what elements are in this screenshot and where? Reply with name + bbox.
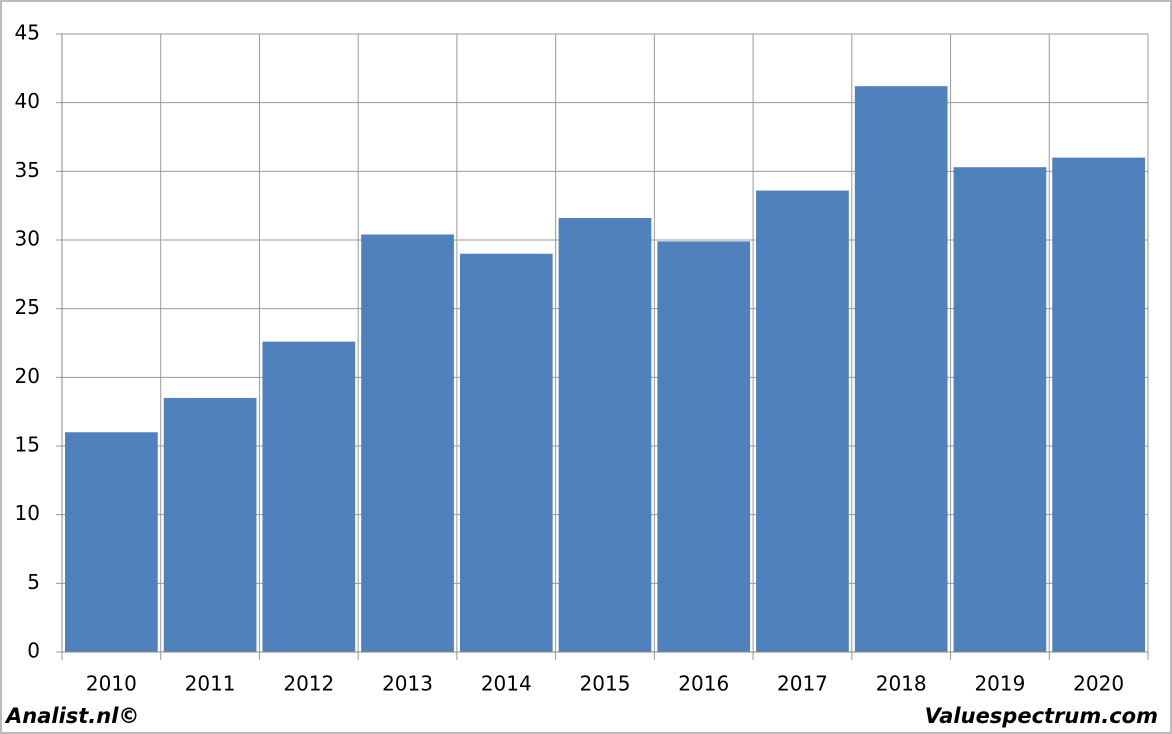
bar xyxy=(1052,157,1145,652)
y-tick-label: 45 xyxy=(15,21,40,45)
y-tick-label: 35 xyxy=(15,158,40,182)
y-tick-label: 10 xyxy=(15,501,40,525)
x-tick-label: 2010 xyxy=(86,672,137,696)
bar xyxy=(657,241,751,652)
bar xyxy=(163,397,257,652)
bar xyxy=(854,86,948,653)
bar xyxy=(262,341,356,652)
x-tick-label: 2018 xyxy=(876,672,927,696)
y-tick-label: 15 xyxy=(15,433,40,457)
x-tick-label: 2013 xyxy=(382,672,433,696)
source-left: Analist.nl© xyxy=(4,704,139,728)
x-tick-label: 2014 xyxy=(481,672,532,696)
source-right: Valuespectrum.com xyxy=(925,704,1158,728)
x-tick-label: 2011 xyxy=(185,672,236,696)
y-tick-label: 5 xyxy=(27,570,40,594)
x-tick-label: 2015 xyxy=(580,672,631,696)
bar xyxy=(65,432,158,652)
x-tick-label: 2012 xyxy=(283,672,334,696)
bar xyxy=(953,167,1047,653)
y-tick-label: 30 xyxy=(15,227,40,251)
bar xyxy=(459,253,553,652)
y-tick-label: 40 xyxy=(15,89,40,113)
x-tick-label: 2017 xyxy=(777,672,828,696)
bar xyxy=(558,218,652,652)
x-tick-label: 2016 xyxy=(678,672,729,696)
x-tick-label: 2020 xyxy=(1073,672,1124,696)
y-tick-label: 20 xyxy=(15,364,40,388)
bar xyxy=(361,234,454,653)
y-tick-label: 0 xyxy=(27,639,40,663)
y-tick-label: 25 xyxy=(15,295,40,319)
bar xyxy=(756,190,849,652)
x-tick-label: 2019 xyxy=(974,672,1025,696)
